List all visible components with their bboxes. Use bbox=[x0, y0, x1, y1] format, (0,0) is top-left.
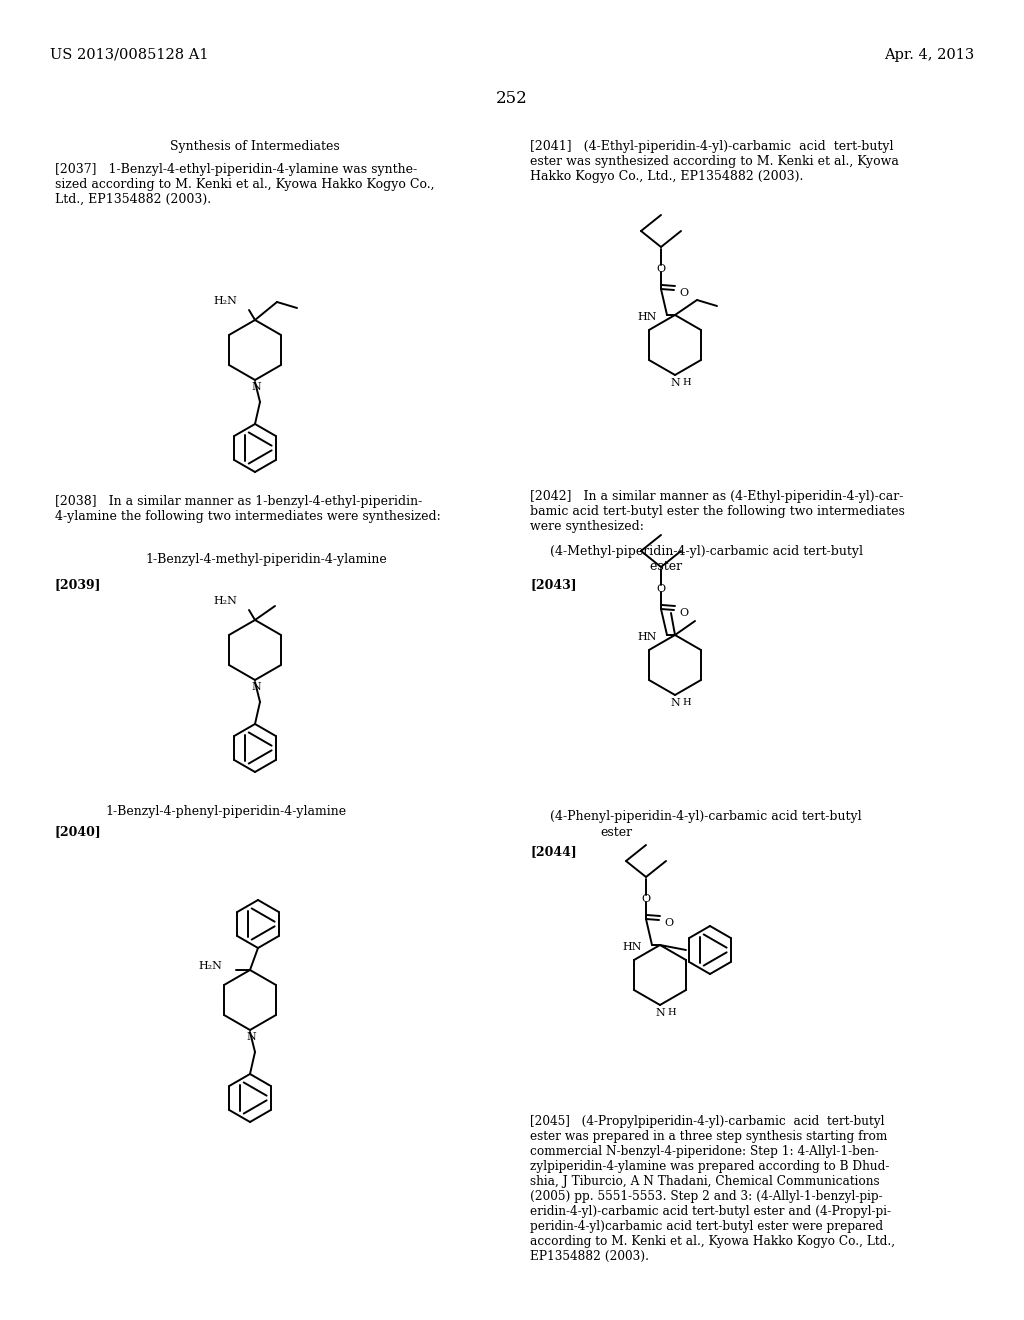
Text: O: O bbox=[679, 288, 688, 298]
Text: US 2013/0085128 A1: US 2013/0085128 A1 bbox=[50, 48, 209, 62]
Text: O: O bbox=[679, 609, 688, 618]
Text: N: N bbox=[251, 682, 261, 692]
Text: HN: HN bbox=[623, 942, 642, 952]
Text: (4-Methyl-piperidin-4-yl)-carbamic acid tert-butyl
                             : (4-Methyl-piperidin-4-yl)-carbamic acid … bbox=[530, 545, 863, 573]
Text: (4-Phenyl-piperidin-4-yl)-carbamic acid tert-butyl: (4-Phenyl-piperidin-4-yl)-carbamic acid … bbox=[550, 810, 861, 822]
Text: H₂N: H₂N bbox=[198, 961, 222, 972]
Text: [2041]   (4-Ethyl-piperidin-4-yl)-carbamic  acid  tert-butyl
ester was synthesiz: [2041] (4-Ethyl-piperidin-4-yl)-carbamic… bbox=[530, 140, 899, 183]
Text: [2038]   In a similar manner as 1-benzyl-4-ethyl-piperidin-
4-ylamine the follow: [2038] In a similar manner as 1-benzyl-4… bbox=[55, 495, 440, 523]
Text: ester: ester bbox=[600, 826, 632, 840]
Text: H: H bbox=[682, 698, 690, 708]
Text: [2037]   1-Benzyl-4-ethyl-piperidin-4-ylamine was synthe-
sized according to M. : [2037] 1-Benzyl-4-ethyl-piperidin-4-ylam… bbox=[55, 162, 434, 206]
Text: [2042]   In a similar manner as (4-Ethyl-piperidin-4-yl)-car-
bamic acid tert-bu: [2042] In a similar manner as (4-Ethyl-p… bbox=[530, 490, 905, 533]
Text: O: O bbox=[664, 917, 673, 928]
Text: Synthesis of Intermediates: Synthesis of Intermediates bbox=[170, 140, 340, 153]
Text: 252: 252 bbox=[496, 90, 528, 107]
Text: [2045]   (4-Propylpiperidin-4-yl)-carbamic  acid  tert-butyl
ester was prepared : [2045] (4-Propylpiperidin-4-yl)-carbamic… bbox=[530, 1115, 895, 1263]
Text: O: O bbox=[641, 894, 650, 904]
Text: [2039]: [2039] bbox=[55, 578, 101, 591]
Text: N: N bbox=[655, 1008, 665, 1018]
Text: HN: HN bbox=[638, 312, 657, 322]
Text: N: N bbox=[251, 381, 261, 392]
Text: 1-Benzyl-4-phenyl-piperidin-4-ylamine: 1-Benzyl-4-phenyl-piperidin-4-ylamine bbox=[105, 805, 346, 818]
Text: 1-Benzyl-4-methyl-piperidin-4-ylamine: 1-Benzyl-4-methyl-piperidin-4-ylamine bbox=[145, 553, 387, 566]
Text: H₂N: H₂N bbox=[213, 597, 237, 606]
Text: [2043]: [2043] bbox=[530, 578, 577, 591]
Text: O: O bbox=[656, 583, 666, 594]
Text: N: N bbox=[670, 378, 680, 388]
Text: H: H bbox=[667, 1008, 676, 1016]
Text: [2044]: [2044] bbox=[530, 845, 577, 858]
Text: H: H bbox=[682, 378, 690, 387]
Text: Apr. 4, 2013: Apr. 4, 2013 bbox=[884, 48, 974, 62]
Text: [2040]: [2040] bbox=[55, 825, 101, 838]
Text: O: O bbox=[656, 264, 666, 275]
Text: HN: HN bbox=[638, 632, 657, 642]
Text: N: N bbox=[246, 1032, 256, 1041]
Text: H₂N: H₂N bbox=[213, 296, 237, 306]
Text: N: N bbox=[670, 698, 680, 708]
